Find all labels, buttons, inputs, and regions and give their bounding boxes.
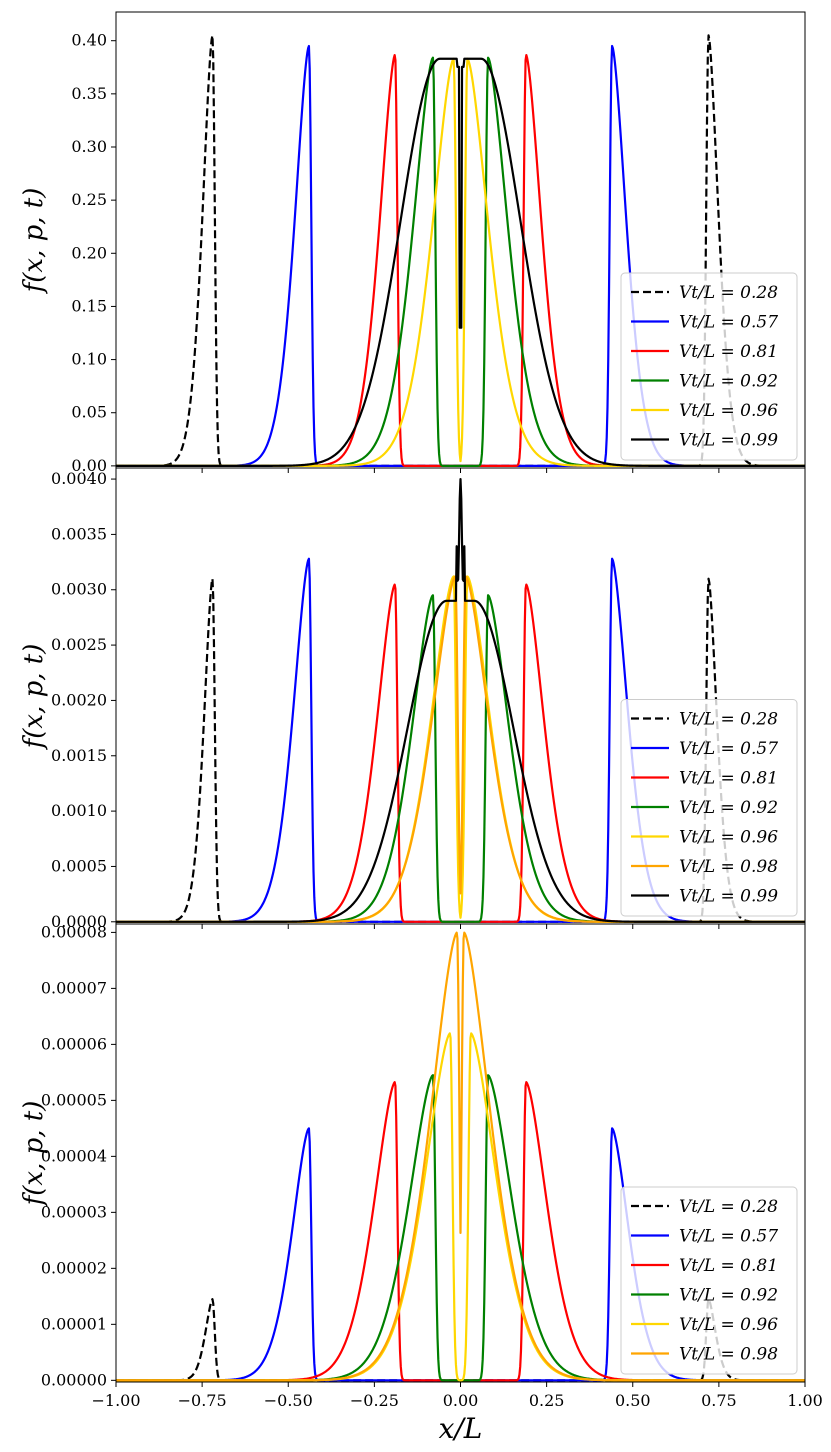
legend-entry-1: Vt/L = 0.57 xyxy=(679,1227,778,1247)
legend-entry-5: Vt/L = 0.99 xyxy=(679,431,778,451)
panel-top: 0.00 0.05 0.10 0.15 0.20 0.25 0.30 0.35 0.40 f(x,… xyxy=(19,11,806,475)
y-tick-label: 0.0005 xyxy=(51,856,107,875)
y-tick-label: 0.0025 xyxy=(51,635,107,654)
x-tick-label: 0.75 xyxy=(701,1391,737,1410)
x-axis: −1.00 −0.75 −0.50 −0.25 0.00 0.25 0.50 0.75 1.00 xyxy=(91,1391,822,1410)
legend-entry-3: Vt/L = 0.92 xyxy=(679,372,778,392)
legend-box xyxy=(620,272,798,461)
legend-entry-2: Vt/L = 0.81 xyxy=(679,342,778,362)
legend-entry-5: Vt/L = 0.98 xyxy=(679,1345,778,1365)
y-tick-label: 0.25 xyxy=(71,190,107,209)
legend-entry-0: Vt/L = 0.28 xyxy=(679,1197,778,1217)
legend-box xyxy=(620,1186,798,1375)
y-tick-label: 0.40 xyxy=(71,31,107,50)
y-tick-label: 0.0020 xyxy=(51,690,107,709)
y-tick-label: 0.0000 xyxy=(51,912,107,931)
y-tick-label: 0.00008 xyxy=(41,922,107,941)
legend-entry-2: Vt/L = 0.81 xyxy=(679,1256,778,1276)
y-tick-label: 0.00000 xyxy=(41,1370,107,1389)
y-tick-label: 0.35 xyxy=(71,84,107,103)
x-tick-label: 0.25 xyxy=(529,1391,565,1410)
legend-entry-4: Vt/L = 0.96 xyxy=(679,401,778,421)
legend: Vt/L = 0.28 Vt/L = 0.57 Vt/L = 0.81 Vt/L = … xyxy=(620,1186,798,1375)
y-tick-label: 0.00006 xyxy=(41,1034,107,1053)
series-line-6 xyxy=(116,477,805,923)
x-tick-label: −0.50 xyxy=(264,1391,313,1410)
legend: Vt/L = 0.28 Vt/L = 0.57 Vt/L = 0.81 Vt/L = … xyxy=(620,272,798,461)
y-tick-label: 0.30 xyxy=(71,137,107,156)
x-tick-label: −1.00 xyxy=(91,1391,140,1410)
legend-entry-6: Vt/L = 0.99 xyxy=(679,887,778,907)
legend-entry-5: Vt/L = 0.98 xyxy=(679,857,778,877)
series-group xyxy=(116,931,805,1382)
y-tick-label: 0.00002 xyxy=(41,1258,107,1277)
legend-box xyxy=(620,699,798,917)
series-group xyxy=(116,34,805,467)
y-axis-label: f(x, p, t) xyxy=(19,1101,49,1208)
y-tick-label: 0.00004 xyxy=(41,1146,107,1165)
y-tick-label: 0.05 xyxy=(71,403,107,422)
legend-entry-2: Vt/L = 0.81 xyxy=(679,769,778,789)
legend-entry-4: Vt/L = 0.96 xyxy=(679,828,778,848)
y-tick-label: 0.0030 xyxy=(51,580,107,599)
x-tick-label: −0.25 xyxy=(350,1391,399,1410)
series-line-5 xyxy=(116,931,805,1382)
legend: Vt/L = 0.28 Vt/L = 0.57 Vt/L = 0.81 Vt/L = … xyxy=(620,699,798,917)
y-tick-label: 0.10 xyxy=(71,350,107,369)
y-tick-label: 0.00 xyxy=(71,456,107,475)
legend-entry-0: Vt/L = 0.28 xyxy=(679,710,778,730)
legend-entry-1: Vt/L = 0.57 xyxy=(679,739,778,759)
y-tick-label: 0.15 xyxy=(71,296,107,315)
y-axis-label: f(x, p, t) xyxy=(19,644,49,751)
panel-middle: 0.0000 0.0005 0.0010 0.0015 0.0020 0.0025 0.00… xyxy=(19,467,806,931)
legend-entry-1: Vt/L = 0.57 xyxy=(679,313,778,333)
y-tick-label: 0.0040 xyxy=(51,469,107,488)
y-tick-label: 0.00007 xyxy=(41,978,107,997)
legend-entry-3: Vt/L = 0.92 xyxy=(679,798,778,818)
y-tick-label: 0.00005 xyxy=(41,1090,107,1109)
x-tick-label: −0.75 xyxy=(178,1391,227,1410)
x-tick-label: 0.50 xyxy=(615,1391,651,1410)
x-axis-label: x/L xyxy=(439,1412,483,1445)
x-tick-label: 0.00 xyxy=(443,1391,479,1410)
y-tick-label: 0.00003 xyxy=(41,1202,107,1221)
panel-bottom: 0.00000 0.00001 0.00002 0.00003 0.00004 0.000… xyxy=(19,922,806,1389)
y-tick-label: 0.00001 xyxy=(41,1314,107,1333)
y-axis-label: f(x, p, t) xyxy=(19,188,49,295)
legend-entry-4: Vt/L = 0.96 xyxy=(679,1315,778,1335)
series-line-5 xyxy=(116,57,805,467)
y-tick-label: 0.0015 xyxy=(51,746,107,765)
y-tick-label: 0.0035 xyxy=(51,524,107,543)
legend-entry-0: Vt/L = 0.28 xyxy=(679,283,778,303)
series-group xyxy=(116,477,805,923)
y-tick-label: 0.20 xyxy=(71,243,107,262)
x-tick-label: 1.00 xyxy=(787,1391,823,1410)
y-tick-label: 0.0010 xyxy=(51,801,107,820)
legend-entry-3: Vt/L = 0.92 xyxy=(679,1286,778,1306)
panels: 0.00 0.05 0.10 0.15 0.20 0.25 0.30 0.35 0.40 f(x,… xyxy=(19,11,806,1389)
